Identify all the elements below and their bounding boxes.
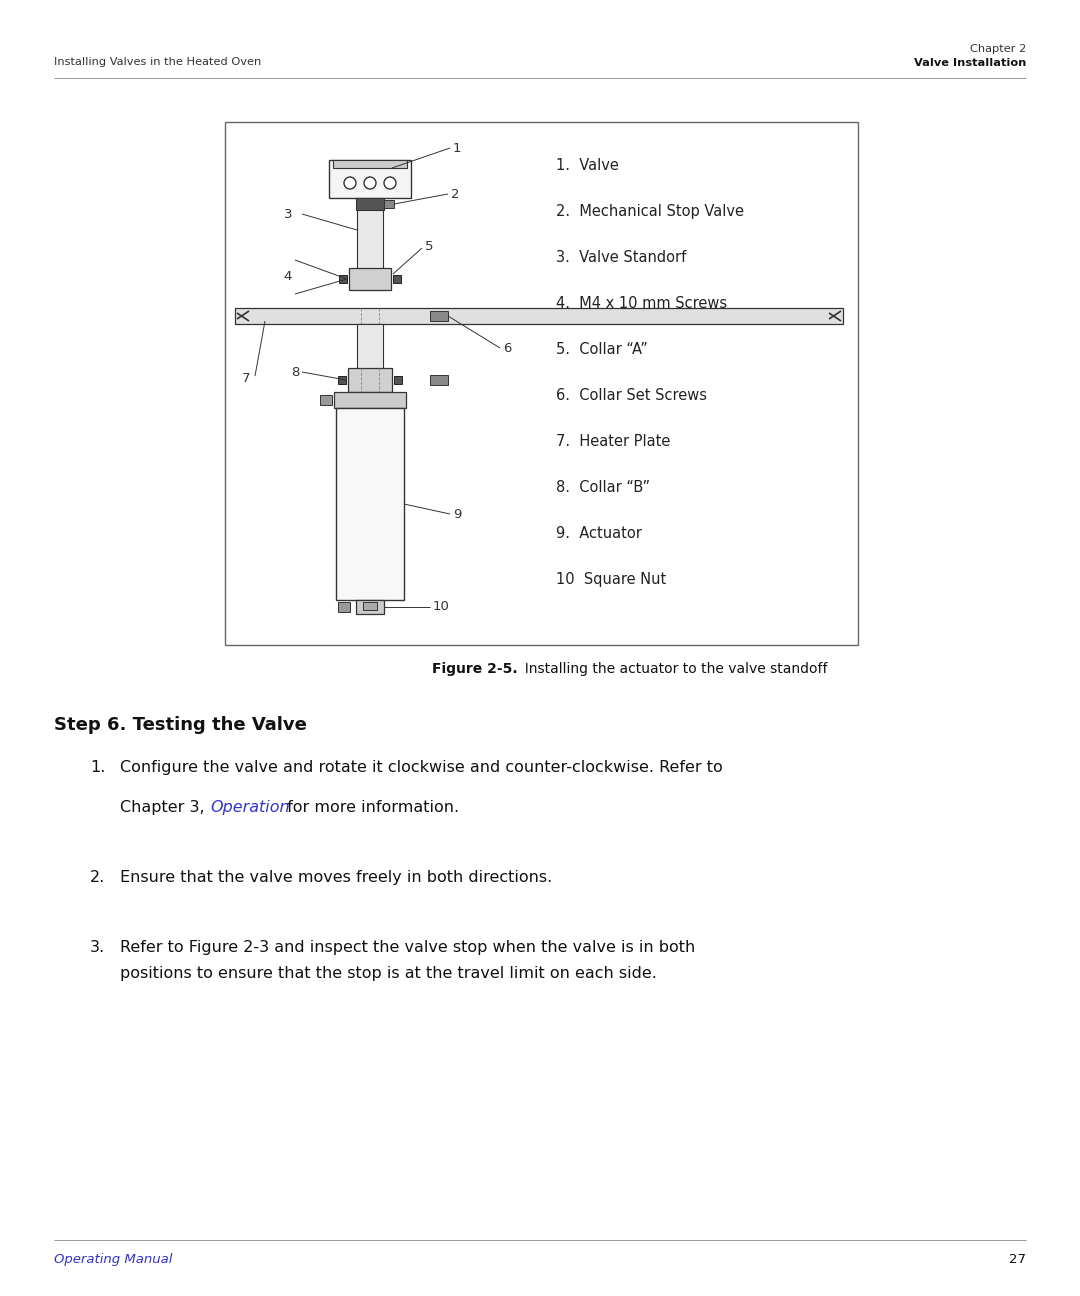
Bar [357, 210, 383, 290]
Bar [235, 308, 843, 324]
Text: 3: 3 [283, 207, 292, 220]
Text: Ensure that the valve moves freely in both directions.: Ensure that the valve moves freely in bo… [120, 870, 552, 885]
Text: 2.  Mechanical Stop Valve: 2. Mechanical Stop Valve [556, 203, 744, 219]
Text: 6.  Collar Set Screws: 6. Collar Set Screws [556, 388, 707, 403]
Text: 4: 4 [284, 270, 292, 283]
Bar [320, 395, 332, 404]
Text: 7: 7 [242, 372, 249, 385]
Text: 8.  Collar “B”: 8. Collar “B” [556, 480, 650, 495]
Text: 8: 8 [291, 365, 299, 378]
Bar [394, 376, 402, 384]
Text: Operating Manual: Operating Manual [54, 1253, 173, 1266]
Text: Installing the actuator to the valve standoff: Installing the actuator to the valve sta… [516, 662, 827, 677]
Bar [334, 391, 406, 408]
Text: Valve Installation: Valve Installation [914, 58, 1026, 67]
Bar [430, 311, 448, 321]
Bar [356, 600, 384, 614]
Bar [349, 268, 391, 290]
Bar [339, 275, 347, 283]
Bar [329, 159, 411, 198]
Circle shape [345, 178, 356, 189]
Bar [356, 198, 384, 210]
Text: 1.  Valve: 1. Valve [556, 158, 619, 172]
Text: 6: 6 [503, 342, 511, 355]
Bar [384, 200, 394, 207]
Text: 3.  Valve Standorf: 3. Valve Standorf [556, 250, 686, 264]
Text: 7.  Heater Plate: 7. Heater Plate [556, 434, 671, 448]
Bar [363, 603, 377, 610]
Text: 2: 2 [451, 188, 459, 201]
Text: 5.  Collar “A”: 5. Collar “A” [556, 342, 648, 356]
Text: Chapter 3,: Chapter 3, [120, 800, 210, 815]
Text: 3.: 3. [90, 940, 105, 955]
Text: 10  Square Nut: 10 Square Nut [556, 572, 666, 587]
Text: positions to ensure that the stop is at the travel limit on each side.: positions to ensure that the stop is at … [120, 966, 657, 981]
Text: 9: 9 [453, 508, 461, 521]
Text: for more information.: for more information. [282, 800, 459, 815]
Text: Configure the valve and rotate it clockwise and counter-clockwise. Refer to: Configure the valve and rotate it clockw… [120, 759, 723, 775]
Bar [333, 159, 407, 168]
Bar [357, 324, 383, 375]
Text: 1: 1 [453, 141, 461, 154]
Bar [336, 408, 404, 600]
Bar [348, 368, 392, 391]
Bar [225, 122, 858, 645]
Text: 1.: 1. [90, 759, 106, 775]
Text: Figure 2-5.: Figure 2-5. [432, 662, 517, 677]
Text: 10: 10 [433, 600, 450, 613]
Text: Chapter 2: Chapter 2 [970, 44, 1026, 54]
Bar [393, 275, 401, 283]
Text: Refer to Figure 2-3 and inspect the valve stop when the valve is in both: Refer to Figure 2-3 and inspect the valv… [120, 940, 696, 955]
Text: 2.: 2. [90, 870, 105, 885]
Circle shape [364, 178, 376, 189]
Text: Operation: Operation [210, 800, 289, 815]
Text: 4.  M4 x 10 mm Screws: 4. M4 x 10 mm Screws [556, 295, 727, 311]
Text: Step 6. Testing the Valve: Step 6. Testing the Valve [54, 715, 307, 734]
Text: Installing Valves in the Heated Oven: Installing Valves in the Heated Oven [54, 57, 261, 67]
Bar [430, 375, 448, 385]
Bar [338, 376, 346, 384]
Text: 5: 5 [426, 240, 433, 253]
Text: 27: 27 [1009, 1253, 1026, 1266]
Text: 9.  Actuator: 9. Actuator [556, 526, 642, 540]
Circle shape [384, 178, 396, 189]
Bar [338, 603, 350, 612]
